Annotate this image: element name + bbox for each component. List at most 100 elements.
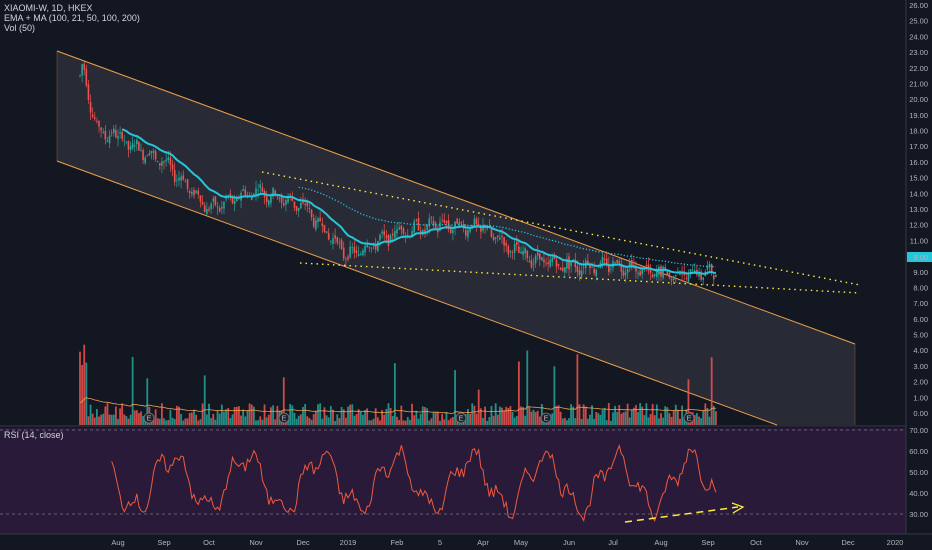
candle-body [349,246,351,258]
volume-bar [235,406,238,425]
price-axis[interactable]: 26.00 25.00 24.00 23.00 22.00 21.00 20.00 19.00… [909,1,928,418]
volume-bar [469,413,471,425]
volume-bar [612,412,614,425]
candle-body [637,272,639,275]
volume-bar [100,414,103,425]
candle-body [456,218,458,224]
candle-body [383,231,386,236]
volume-bar [593,418,596,425]
volume-bar [589,414,591,425]
volume-bar [443,419,446,425]
candle-body [430,217,433,219]
candle-body [347,256,349,260]
volume-bar [252,406,255,425]
volume-bar [490,405,493,425]
volume-bar [415,410,418,425]
volume-bar [197,420,200,425]
price-tick-label: 13.00 [909,205,928,214]
earnings-marker[interactable]: E [540,412,552,424]
earnings-marker[interactable]: E [143,412,155,424]
candle-body [432,220,435,226]
volume-bar [676,410,679,425]
volume-bar [706,408,709,425]
volume-bar [655,404,658,425]
volume-bar [329,406,332,425]
volume-bar [649,414,652,425]
volume-bar [323,407,326,425]
candle-body [100,127,102,131]
volume-bar [199,419,202,425]
rsi-axis[interactable]: 70.00 60.00 50.00 40.00 30.00 [909,426,928,519]
candle-body [628,261,631,267]
volume-bar [637,412,639,425]
ma-indicator-label[interactable]: EMA + MA (100, 21, 50, 100, 200) [4,13,140,23]
rsi-pane [0,428,906,534]
rsi-divergence-arrow[interactable] [624,502,745,523]
candle-body [368,246,371,248]
volume-bar [272,405,274,425]
candle-body [473,218,476,227]
earnings-marker[interactable]: E [455,412,467,424]
candle-body [268,200,270,206]
date-axis[interactable]: Aug Sep Oct Nov Dec 2019 Feb 5 Apr May Jun Jul Aug Se… [111,538,903,547]
candle-body [330,241,332,242]
candle-body [645,265,648,267]
date-tick-label: Dec [296,538,310,547]
symbol-label[interactable]: XIAOMI-W, 1D, HKEX [4,3,93,13]
candle-body [443,219,446,223]
volume-bar [700,418,703,425]
candle-body [144,157,146,163]
volume-bar [340,406,343,425]
date-tick-label: Nov [795,538,809,547]
earnings-marker[interactable]: E [278,412,290,424]
volume-bar [471,403,474,425]
volume-bar [325,415,328,425]
volume-bar [121,403,124,425]
candle-body [460,221,463,223]
triangle-upper-trendline[interactable] [261,171,861,286]
price-tick-label: 4.00 [913,346,928,355]
candle-body [178,177,180,181]
volume-bar [110,414,113,425]
volume-bar [205,414,208,425]
rsi-tick-label: 50.00 [909,468,928,477]
volume-bar [449,418,452,425]
volume-bar [112,414,115,425]
volume-bar [467,408,469,425]
candle-body [131,143,134,149]
volume-bar [620,413,623,425]
volume-bar [208,403,210,425]
candle-body [522,251,524,255]
date-tick-label: Feb [391,538,404,547]
candle-body [312,217,315,227]
rsi-indicator-label[interactable]: RSI (14, close) [4,430,64,440]
candle-body [520,251,522,254]
candle-body [475,218,478,225]
volume-bar [398,419,401,425]
candle-body [580,270,583,278]
candle-body [355,250,358,253]
channel-upper-line[interactable] [56,50,856,345]
candlesticks [79,61,717,286]
candle-body [626,269,629,273]
candle-body [221,206,223,209]
candle-body [664,266,667,269]
volume-bar [87,416,90,425]
candle-body [639,271,641,277]
channel-lower-line[interactable] [56,160,778,426]
volume-bar [225,409,227,425]
volume-bar [364,410,366,425]
earnings-marker[interactable]: E [683,412,695,424]
volume-bar [186,418,189,425]
price-tick-label: 18.00 [909,127,928,136]
candle-body [449,228,452,233]
candle-body [272,187,274,197]
volume-bar [505,406,508,425]
volume-bar [530,411,533,425]
volume-bar [618,405,621,425]
volume-bar [434,412,437,425]
candle-body [104,131,107,140]
volume-indicator-label[interactable]: Vol (50) [4,23,36,33]
price-tick-label: 2.00 [913,378,928,387]
